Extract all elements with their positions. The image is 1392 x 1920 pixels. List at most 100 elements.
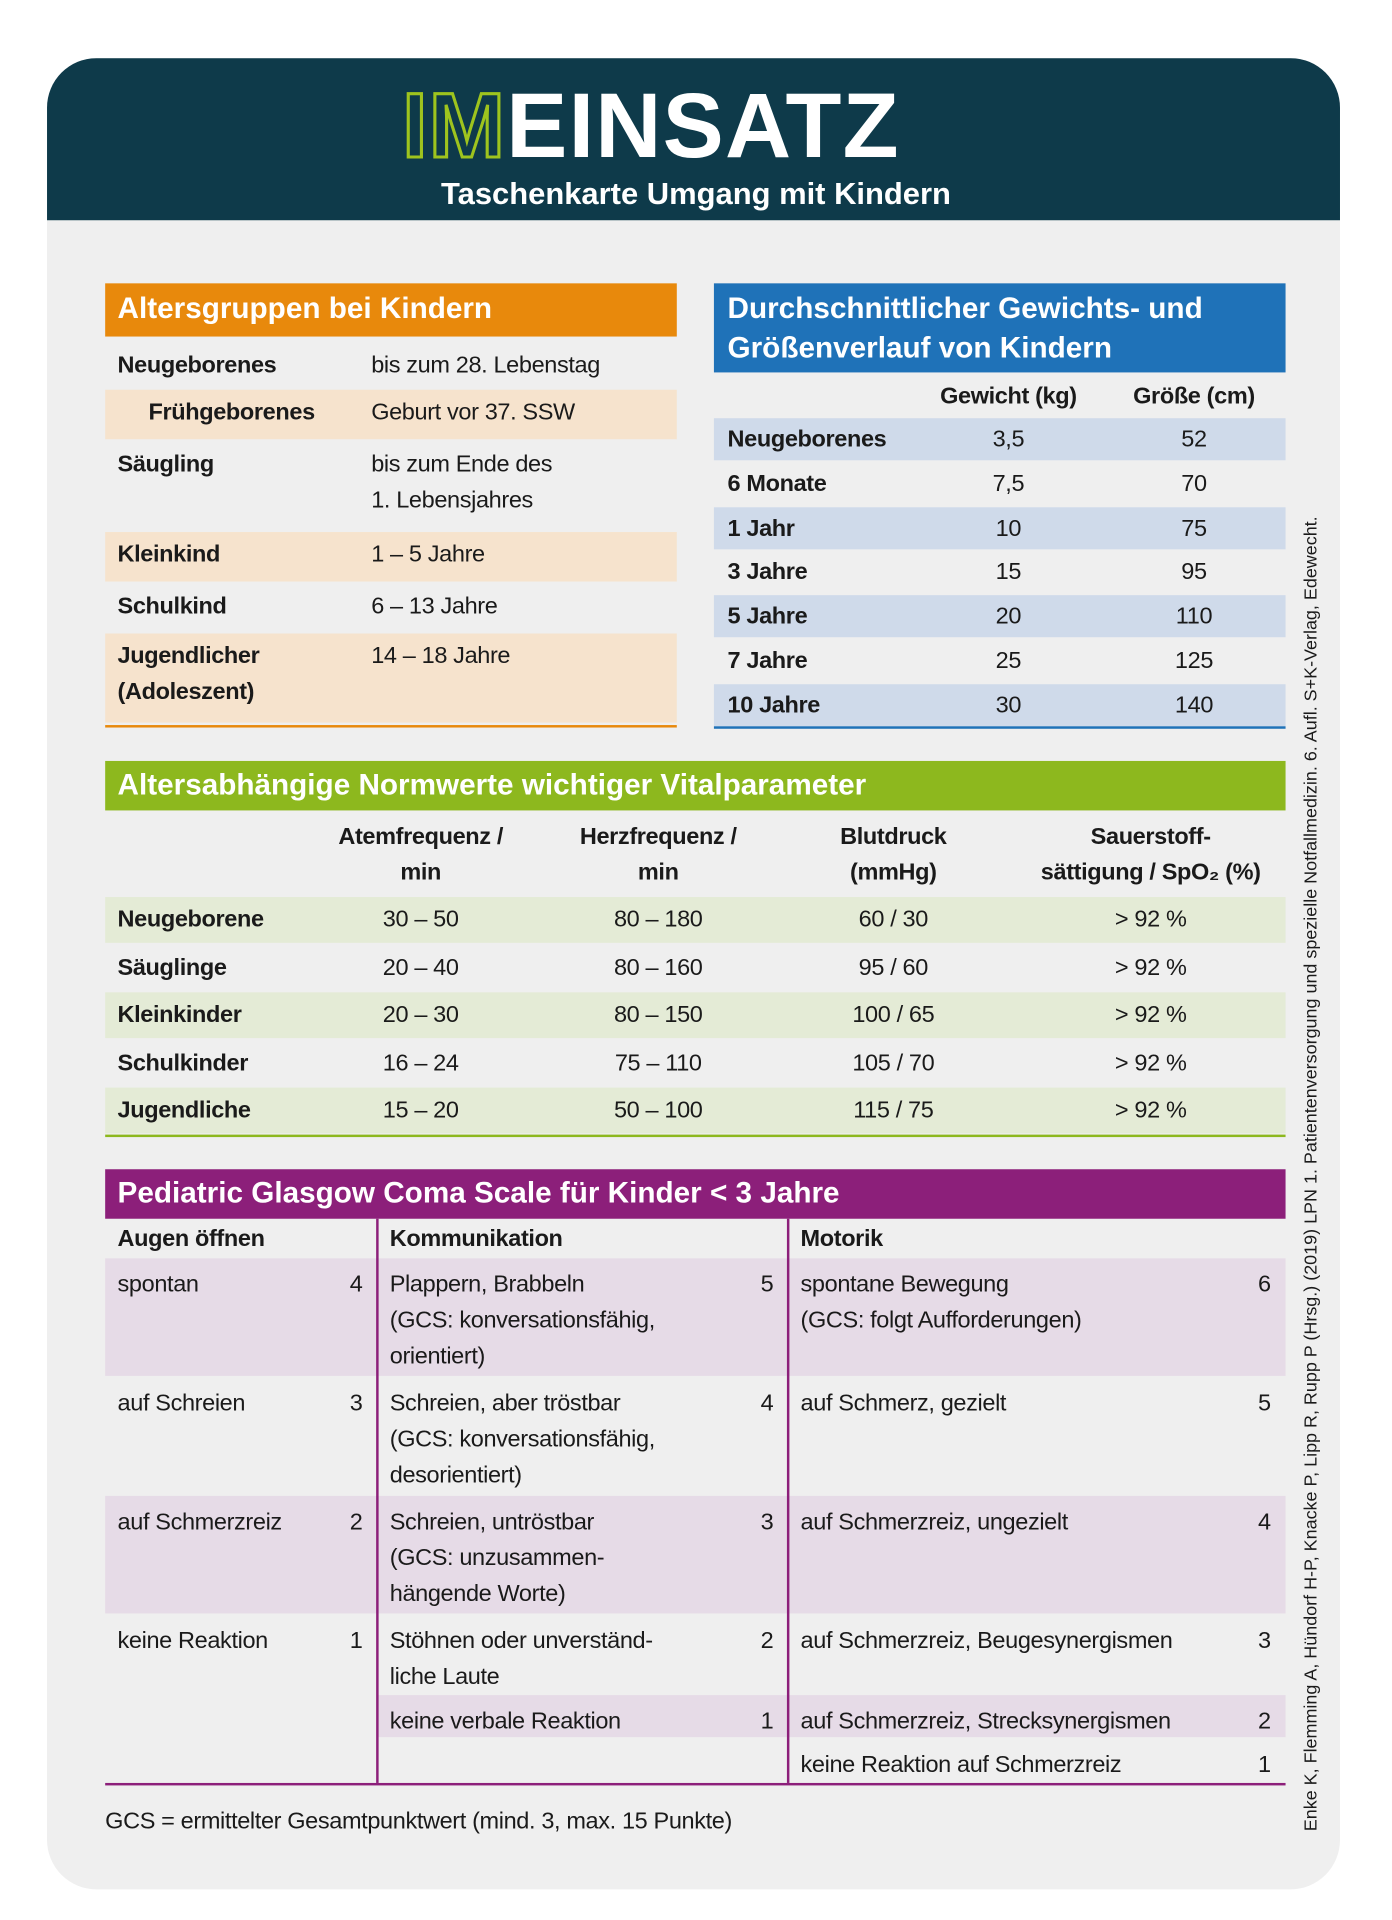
cell-text: Schreien, untröstbar (GCS: unzusammen- h… <box>389 1509 605 1608</box>
cell-score: 3 <box>349 1390 363 1417</box>
section-title: Durchschnittlicher Gewichts- und Größenv… <box>727 292 1203 366</box>
row-value: 15 <box>995 559 1022 586</box>
row-value: 100 / 65 <box>852 1002 935 1029</box>
row-value: 25 <box>995 648 1022 675</box>
cell-score: 3 <box>760 1509 774 1536</box>
row-value: 20 – 30 <box>382 1002 459 1029</box>
section-header <box>105 760 1286 811</box>
row-value: 7,5 <box>992 471 1025 498</box>
cell-bg <box>377 1695 789 1738</box>
cell-score: 1 <box>349 1628 363 1655</box>
cell-text: auf Schmerz, gezielt <box>800 1390 1007 1417</box>
rule <box>713 726 1286 729</box>
row-bg <box>713 506 1286 549</box>
row-value: 115 / 75 <box>853 1097 934 1124</box>
row-label: Säugling <box>117 451 215 478</box>
row-value: 6 – 13 Jahre <box>371 593 498 620</box>
brand: IMEINSATZ <box>401 74 900 177</box>
cell-text: auf Schmerzreiz <box>117 1509 283 1536</box>
column-header: Größe (cm) <box>1133 383 1255 410</box>
row-label: Schulkind <box>117 593 227 620</box>
cell-text: Plappern, Brabbeln (GCS: konversationsfä… <box>389 1271 656 1370</box>
column-divider <box>376 1218 379 1783</box>
section-header <box>105 283 677 337</box>
cell-text: spontane Bewegung (GCS: folgt Aufforderu… <box>800 1271 1082 1334</box>
cell-score: 4 <box>349 1271 363 1298</box>
column-header: Kommunikation <box>389 1226 563 1253</box>
row-value: 105 / 70 <box>852 1049 935 1076</box>
row-value: 80 – 160 <box>613 954 703 981</box>
row-value: > 92 % <box>1114 954 1187 981</box>
row-value: 75 <box>1181 515 1207 542</box>
cell-score: 1 <box>1257 1752 1271 1779</box>
row-value: bis zum 28. Lebenstag <box>371 352 600 379</box>
row-label: Neugeborenes <box>117 352 277 379</box>
rule <box>105 1782 1286 1786</box>
cell-bg <box>788 1495 1286 1614</box>
row-value: 30 – 50 <box>382 906 459 933</box>
footnote: GCS = ermittelter Gesamtpunktwert (mind.… <box>105 1808 732 1835</box>
section-header <box>713 283 1286 373</box>
row-bg <box>713 418 1286 461</box>
row-bg <box>105 532 677 582</box>
cell-text: keine Reaktion auf Schmerzreiz <box>800 1752 1122 1779</box>
row-value: 52 <box>1181 426 1207 453</box>
row-value: 20 – 40 <box>382 954 459 981</box>
cell-score: 2 <box>760 1628 774 1655</box>
row-bg <box>713 683 1286 727</box>
cell-score: 6 <box>1257 1271 1271 1298</box>
row-value: > 92 % <box>1114 1049 1187 1076</box>
row-value: > 92 % <box>1114 1002 1187 1029</box>
column-header: Motorik <box>800 1226 884 1253</box>
column-header: Augen öffnen <box>117 1226 265 1253</box>
cell-text: auf Schreien <box>117 1390 246 1417</box>
row-value: 60 / 30 <box>858 906 929 933</box>
row-value: 16 – 24 <box>382 1049 459 1076</box>
row-value: 80 – 180 <box>613 906 703 933</box>
row-label: 1 Jahr <box>727 515 795 542</box>
header-band <box>47 58 1340 221</box>
row-value: 75 – 110 <box>614 1049 702 1076</box>
row-label: Neugeborenes <box>727 426 887 453</box>
cell-text: Schreien, aber tröstbar (GCS: konversati… <box>389 1390 656 1489</box>
cell-bg <box>788 1695 1286 1738</box>
row-value: 14 – 18 Jahre <box>371 643 511 670</box>
cell-text: keine Reaktion <box>117 1628 269 1655</box>
brand-im: IM <box>401 74 507 177</box>
section-title: Altersgruppen bei Kindern <box>117 292 493 326</box>
cell-bg <box>105 1258 378 1376</box>
row-value: Geburt vor 37. SSW <box>371 399 575 426</box>
row-label: Neugeborene <box>117 906 265 933</box>
row-value: 80 – 150 <box>613 1002 703 1029</box>
cell-bg <box>788 1258 1286 1376</box>
row-value: 3,5 <box>992 426 1025 453</box>
row-value: 95 <box>1181 559 1207 586</box>
column-header: Sauerstoff- sättigung / SpO₂ (%) <box>1040 824 1261 886</box>
row-label: Jugendlicher (Adoleszent) <box>117 643 260 706</box>
row-bg <box>105 897 1286 943</box>
column-divider <box>786 1218 790 1783</box>
row-label: 7 Jahre <box>727 648 808 675</box>
cell-text: spontan <box>117 1271 199 1298</box>
row-label: Jugendliche <box>117 1097 251 1124</box>
row-value: > 92 % <box>1114 906 1187 933</box>
row-value: > 92 % <box>1114 1097 1187 1124</box>
row-value: 125 <box>1174 648 1214 675</box>
row-label: Frühgeborenes <box>148 399 315 426</box>
row-label: 5 Jahre <box>727 604 808 631</box>
cell-score: 5 <box>760 1271 774 1298</box>
cell-text: auf Schmerzreiz, Strecksynergismen <box>800 1708 1172 1735</box>
row-label: Schulkinder <box>117 1049 249 1076</box>
column-header: Atemfrequenz / min <box>338 824 503 886</box>
section-title: Pediatric Glasgow Coma Scale für Kinder … <box>117 1176 840 1211</box>
row-value: 20 <box>995 604 1022 631</box>
cell-text: auf Schmerzreiz, Beugesynergismen <box>800 1628 1173 1655</box>
cell-bg <box>377 1495 789 1614</box>
row-value: 140 <box>1174 692 1214 719</box>
row-label: Säuglinge <box>117 954 227 981</box>
cell-text: Stöhnen oder unverständ- liche Laute <box>389 1628 653 1691</box>
row-label: Kleinkinder <box>117 1002 242 1029</box>
side-note: Enke K, Flemming A, Hündorf H-P, Knacke … <box>1301 516 1322 1832</box>
row-bg <box>713 595 1286 638</box>
